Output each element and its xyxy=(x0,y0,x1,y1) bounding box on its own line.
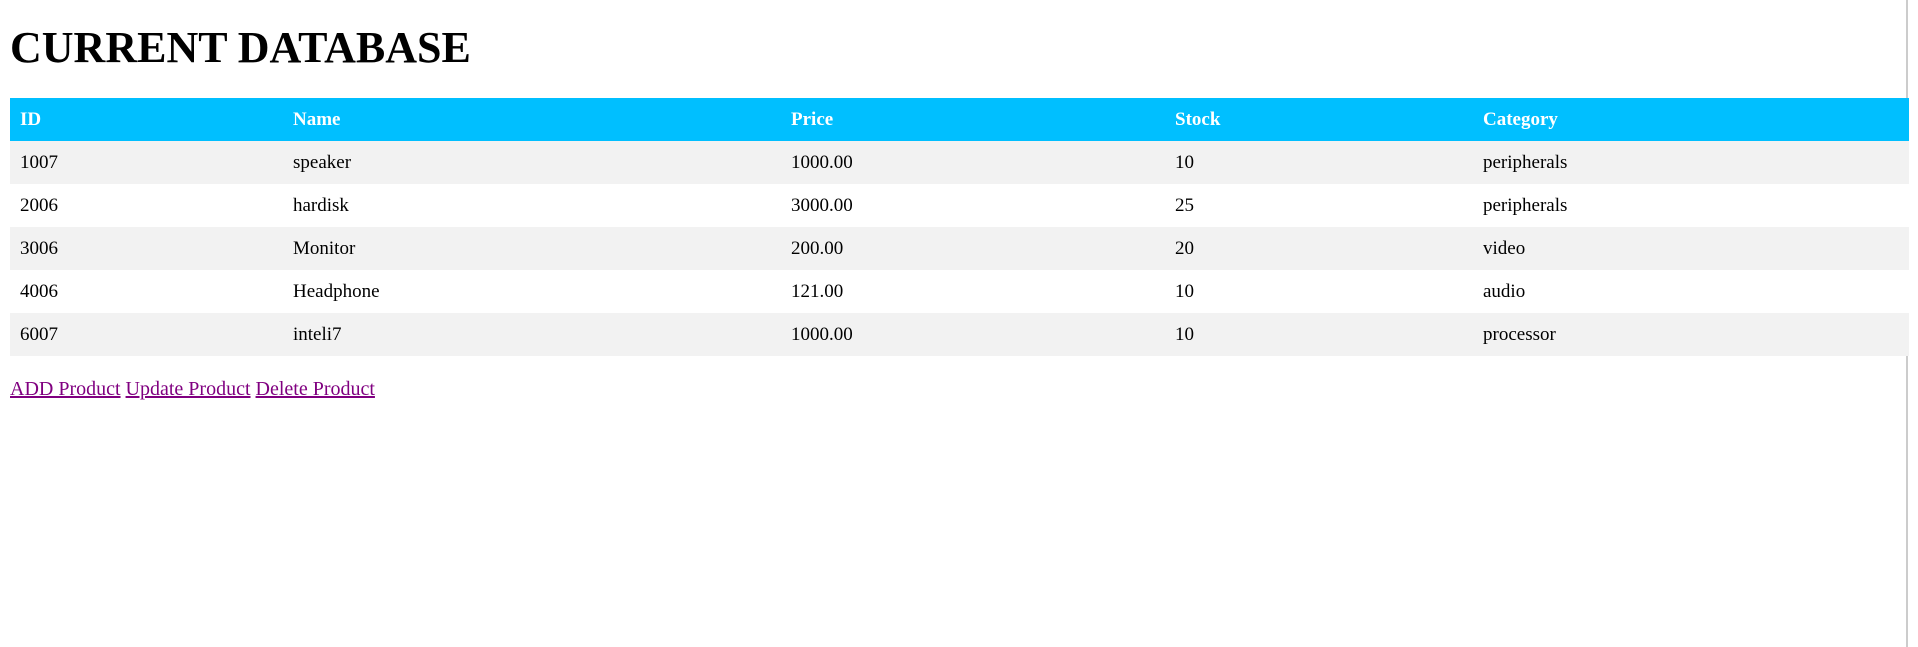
table-row: 6007 inteli7 1000.00 10 processor xyxy=(10,313,1909,356)
table-row: 2006 hardisk 3000.00 25 peripherals xyxy=(10,184,1909,227)
cell-name: inteli7 xyxy=(293,323,342,345)
cell-price: 1000.00 xyxy=(791,151,853,173)
add-product-link[interactable]: ADD Product xyxy=(10,378,121,400)
cell-category: processor xyxy=(1483,323,1556,345)
cell-id: 4006 xyxy=(20,280,58,302)
action-links: ADD Product Update Product Delete Produc… xyxy=(10,378,375,401)
cell-price: 200.00 xyxy=(791,237,844,259)
cell-category: video xyxy=(1483,237,1526,259)
cell-price: 1000.00 xyxy=(791,323,853,345)
cell-stock: 20 xyxy=(1175,237,1194,259)
update-product-link[interactable]: Update Product xyxy=(125,378,251,400)
column-header-name: Name xyxy=(293,108,341,130)
column-header-category: Category xyxy=(1483,108,1558,130)
cell-stock: 10 xyxy=(1175,280,1194,302)
cell-id: 6007 xyxy=(20,323,58,345)
cell-name: hardisk xyxy=(293,194,349,216)
page-title: CURRENT DATABASE xyxy=(10,23,471,72)
cell-name: Headphone xyxy=(293,280,380,302)
cell-name: speaker xyxy=(293,151,352,173)
column-header-id: ID xyxy=(20,108,42,130)
cell-price: 3000.00 xyxy=(791,194,853,216)
table-row: 1007 speaker 1000.00 10 peripherals xyxy=(10,141,1909,184)
cell-category: peripherals xyxy=(1483,194,1568,216)
cell-id: 1007 xyxy=(20,151,58,173)
cell-category: audio xyxy=(1483,280,1526,302)
cell-name: Monitor xyxy=(293,237,356,259)
cell-stock: 10 xyxy=(1175,151,1194,173)
cell-stock: 25 xyxy=(1175,194,1194,216)
cell-id: 2006 xyxy=(20,194,58,216)
cell-category: peripherals xyxy=(1483,151,1568,173)
delete-product-link[interactable]: Delete Product xyxy=(255,378,375,400)
cell-id: 3006 xyxy=(20,237,58,259)
column-header-price: Price xyxy=(791,108,834,130)
column-header-stock: Stock xyxy=(1175,108,1221,130)
table-header-row: ID Name Price Stock Category xyxy=(10,98,1909,141)
products-table: ID Name Price Stock Category 1007 speake… xyxy=(10,98,1909,356)
table-row: 4006 Headphone 121.00 10 audio xyxy=(10,270,1909,313)
table-row: 3006 Monitor 200.00 20 video xyxy=(10,227,1909,270)
cell-stock: 10 xyxy=(1175,323,1194,345)
cell-price: 121.00 xyxy=(791,280,844,302)
